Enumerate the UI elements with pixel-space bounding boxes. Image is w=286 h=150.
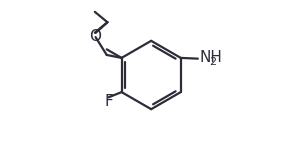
Text: F: F: [104, 94, 113, 109]
Text: NH: NH: [199, 50, 222, 65]
Text: O: O: [89, 29, 101, 44]
Text: 2: 2: [209, 57, 216, 67]
